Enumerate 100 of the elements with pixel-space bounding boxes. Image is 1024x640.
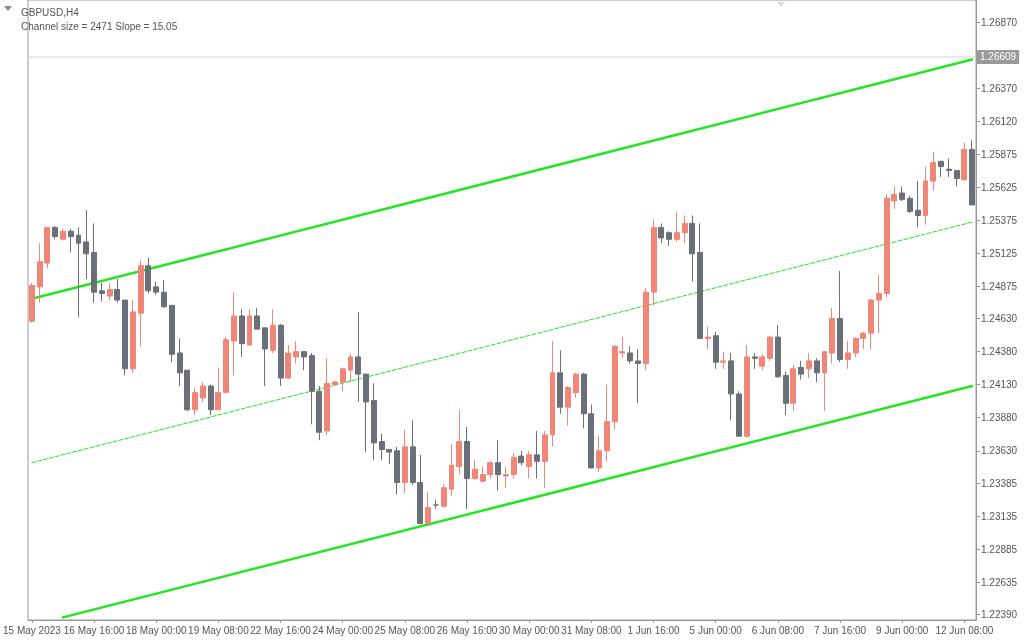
x-tick-label: 12 Jun 08:00: [935, 624, 994, 636]
x-tick-label: 5 Jun 00:00: [689, 624, 743, 636]
candlestick: [713, 331, 719, 370]
candlestick: [402, 429, 408, 494]
y-tick-label: 1.24875: [981, 280, 1018, 292]
y-tick-label: 1.22885: [981, 543, 1018, 555]
candlestick: [899, 185, 905, 202]
candlestick: [938, 160, 944, 178]
candlestick: [837, 270, 843, 363]
candlestick: [254, 307, 260, 330]
candlestick: [223, 336, 229, 394]
candlestick: [829, 307, 835, 365]
candlestick: [643, 287, 649, 371]
candlestick: [557, 349, 563, 415]
candlestick: [682, 214, 688, 244]
candlestick: [472, 459, 478, 481]
candlestick: [503, 466, 509, 489]
candlestick: [278, 323, 284, 387]
candlestick: [340, 367, 346, 392]
candlestick: [107, 282, 113, 301]
candlestick: [907, 195, 913, 214]
candlestick: [930, 151, 936, 191]
x-tick-label: 26 May 16:00: [436, 624, 498, 636]
candlestick: [604, 384, 610, 462]
candlestick: [425, 491, 431, 524]
y-tick-label: 1.26870: [981, 16, 1018, 28]
candlestick: [573, 372, 579, 399]
candlestick: [658, 222, 664, 244]
candlestick: [293, 340, 299, 365]
candlestick: [814, 357, 820, 383]
candlestick: [868, 298, 874, 350]
x-tick-label: 31 May 08:00: [561, 624, 623, 636]
x-tick-label: 30 May 00:00: [498, 624, 560, 636]
candlestick: [363, 373, 369, 453]
candlestick: [806, 352, 812, 379]
y-tick-label: 1.23630: [981, 445, 1018, 457]
candlestick: [783, 370, 789, 416]
candlestick: [332, 380, 338, 387]
candlestick: [651, 218, 657, 306]
candlestick: [752, 352, 758, 370]
candlestick: [876, 274, 882, 334]
candlestick: [635, 348, 641, 404]
candlestick: [99, 282, 105, 302]
candlestick: [231, 291, 237, 376]
candlestick: [301, 351, 307, 371]
candlestick: [550, 340, 555, 448]
candlestick: [627, 345, 633, 365]
candlestick: [767, 335, 773, 362]
y-tick-label: 1.26370: [981, 83, 1018, 95]
candlestick: [262, 327, 268, 387]
candlestick: [215, 367, 221, 411]
candlestick: [270, 308, 276, 354]
candlestick: [954, 170, 960, 187]
candlestick: [208, 384, 214, 416]
candlestick: [790, 364, 796, 412]
candlestick: [324, 357, 330, 436]
text: GBPUSD,H4: [21, 6, 80, 18]
candlestick: [923, 166, 928, 226]
y-tick-label: 1.24380: [981, 346, 1018, 358]
y-tick-label: 1.22635: [981, 576, 1018, 588]
x-tick-label: 19 May 08:00: [188, 624, 250, 636]
candlestick: [192, 386, 198, 416]
candlestick: [285, 344, 291, 380]
candlestick: [464, 426, 470, 510]
text: Channel size = 2471 Slope = 15.05: [21, 20, 178, 32]
x-tick-label: 15 May 2023: [2, 624, 62, 636]
candlestick: [161, 279, 167, 309]
y-tick-label: 1.23880: [981, 412, 1018, 424]
candlestick: [744, 344, 750, 439]
candlestick: [720, 351, 726, 370]
candlestick: [394, 446, 400, 495]
candlestick: [145, 257, 151, 294]
y-tick-label: 1.25375: [981, 214, 1018, 226]
candlestick: [915, 180, 921, 228]
candlestick: [705, 326, 711, 350]
candlestick: [822, 351, 827, 412]
candlestick: [456, 409, 462, 476]
candlestick: [759, 353, 765, 371]
candlestick: [596, 435, 602, 473]
y-tick-label: 1.25625: [981, 181, 1018, 193]
candlestick: [355, 311, 361, 403]
candlestick: [169, 304, 175, 363]
candlestick: [68, 228, 74, 253]
candlestick: [565, 385, 571, 427]
candlestick: [371, 382, 377, 461]
candlestick: [91, 222, 97, 304]
candlestick: [153, 281, 159, 296]
x-tick-label: 9 Jun 00:00: [876, 624, 929, 636]
candlestick: [728, 352, 734, 421]
y-tick-label: 1.23385: [981, 477, 1018, 489]
candlestick: [946, 158, 952, 178]
candlestick: [29, 282, 35, 324]
y-tick-label: 1.25125: [981, 247, 1018, 259]
y-tick-label: 1.24130: [981, 379, 1018, 391]
candlestick: [961, 142, 967, 182]
candlestick: [526, 450, 532, 480]
candlestick: [76, 226, 81, 318]
candlestick: [845, 340, 851, 370]
candlestick: [689, 214, 695, 283]
x-tick-label: 25 May 08:00: [374, 624, 436, 636]
